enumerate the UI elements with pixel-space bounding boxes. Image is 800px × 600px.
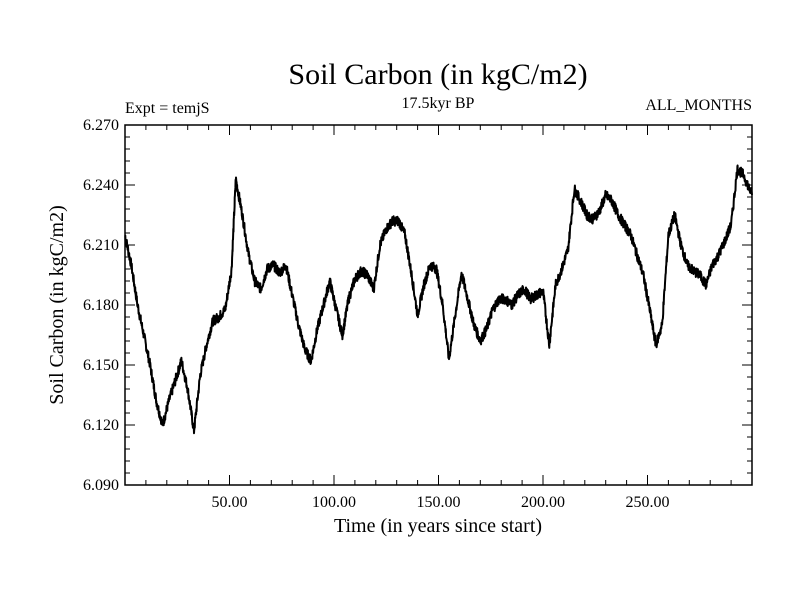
experiment-label: Expt = temjS: [125, 100, 210, 117]
months-label: ALL_MONTHS: [645, 97, 752, 114]
chart-title: Soil Carbon (in kgC/m2): [288, 58, 587, 91]
soil-carbon-series-line: [124, 164, 753, 435]
x-axis-label: Time (in years since start): [334, 515, 542, 537]
x-tick-label: 150.00: [417, 494, 461, 511]
x-tick-label: 50.00: [212, 494, 248, 511]
period-label: 17.5kyr BP: [402, 95, 475, 112]
y-tick-label: 6.150: [83, 357, 119, 374]
x-tick-label: 100.00: [312, 494, 356, 511]
y-tick-label: 6.210: [83, 237, 119, 254]
y-axis-label: Soil Carbon (in kgC/m2): [46, 205, 68, 404]
x-tick-label: 250.00: [626, 494, 670, 511]
y-tick-label: 6.180: [83, 297, 119, 314]
x-tick-label: 200.00: [521, 494, 565, 511]
y-tick-label: 6.240: [83, 177, 119, 194]
plot-frame: [124, 124, 753, 486]
y-tick-label: 6.090: [83, 477, 119, 494]
y-tick-label: 6.270: [83, 117, 119, 134]
y-tick-label: 6.120: [83, 417, 119, 434]
